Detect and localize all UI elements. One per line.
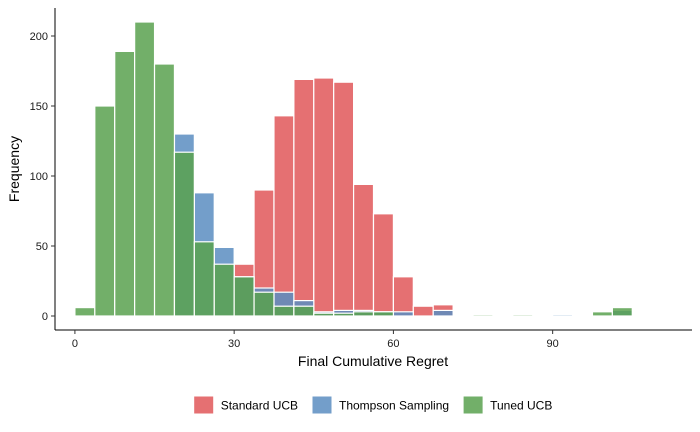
bar-tuned-ucb xyxy=(173,151,195,317)
y-tick-label: 50 xyxy=(36,241,48,253)
bar-tuned-ucb xyxy=(94,105,116,317)
legend-label: Standard UCB xyxy=(221,399,298,413)
y-axis-title: Frequency xyxy=(6,136,22,202)
x-tick-label: 30 xyxy=(228,338,240,350)
axes-layer xyxy=(54,8,692,331)
x-tick-label: 60 xyxy=(387,338,399,350)
bar-tuned-ucb xyxy=(74,307,96,317)
x-axis-title: Final Cumulative Regret xyxy=(298,353,448,369)
bar-tuned-ucb xyxy=(352,311,375,317)
bars-layer xyxy=(74,21,633,317)
bar-tuned-ucb xyxy=(253,291,275,317)
bar-standard-ucb xyxy=(333,81,355,317)
bar-tuned-ucb xyxy=(333,312,355,317)
bar-tuned-ucb xyxy=(134,21,156,317)
y-tick-label: 150 xyxy=(30,101,48,113)
bar-standard-ucb xyxy=(313,77,335,317)
legend: Standard UCB Thompson Sampling Tuned UCB xyxy=(193,395,552,415)
y-tick-label: 0 xyxy=(42,311,48,323)
x-tick-label: 0 xyxy=(72,338,78,350)
bar-tuned-ucb xyxy=(273,305,295,317)
legend-label: Tuned UCB xyxy=(490,399,552,413)
y-ticks: 0 50 100 150 200 xyxy=(30,31,55,323)
bar-tuned-ucb xyxy=(213,263,235,317)
bar-tuned-ucb xyxy=(512,314,534,317)
x-tick-label: 90 xyxy=(547,338,559,350)
bar-tuned-ucb xyxy=(591,311,613,317)
legend-key xyxy=(462,395,484,415)
y-tick-label: 200 xyxy=(30,31,48,43)
x-ticks: 0 30 60 90 xyxy=(72,330,559,350)
bar-tuned-ucb xyxy=(313,312,335,317)
bar-tuned-ucb xyxy=(472,314,494,317)
legend-label: Thompson Sampling xyxy=(339,399,449,413)
legend-item-standard-ucb: Standard UCB xyxy=(193,395,298,415)
bar-thompson-sampling xyxy=(432,309,454,317)
legend-key xyxy=(193,395,215,415)
bar-tuned-ucb xyxy=(611,307,633,317)
legend-item-tuned-ucb: Tuned UCB xyxy=(462,395,552,415)
bar-tuned-ucb xyxy=(233,276,255,317)
bar-standard-ucb xyxy=(392,276,414,317)
bar-standard-ucb xyxy=(352,183,375,317)
y-tick-label: 100 xyxy=(30,171,48,183)
bar-tuned-ucb xyxy=(153,63,176,317)
bar-standard-ucb xyxy=(273,115,295,317)
series-standard-ucb xyxy=(233,77,454,317)
bar-standard-ucb xyxy=(412,305,434,317)
bar-thompson-sampling xyxy=(552,314,574,317)
series-tuned-ucb xyxy=(74,21,633,317)
legend-item-thompson-sampling: Thompson Sampling xyxy=(311,395,449,415)
bar-tuned-ucb xyxy=(114,50,136,317)
legend-key xyxy=(311,395,333,415)
bar-tuned-ucb xyxy=(193,241,215,317)
bar-standard-ucb xyxy=(293,78,315,317)
bar-tuned-ucb xyxy=(293,305,315,317)
bar-standard-ucb xyxy=(372,213,395,317)
bar-thompson-sampling xyxy=(392,311,414,317)
bar-tuned-ucb xyxy=(372,311,395,317)
